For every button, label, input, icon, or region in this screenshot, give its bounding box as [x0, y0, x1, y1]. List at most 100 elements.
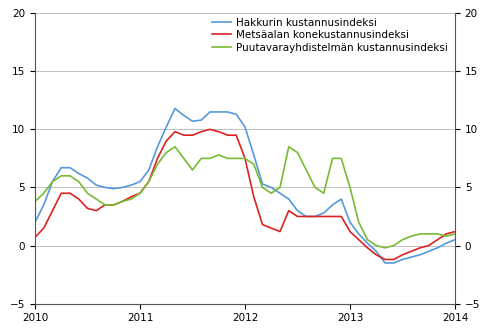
Puutavarayhdistelmän kustannusindeksi — [84, 191, 90, 195]
Hakkurin kustannusindeksi — [233, 112, 239, 116]
Hakkurin kustannusindeksi — [390, 261, 396, 265]
Puutavarayhdistelmän kustannusindeksi — [216, 153, 222, 157]
Puutavarayhdistelmän kustannusindeksi — [137, 191, 143, 195]
Puutavarayhdistelmän kustannusindeksi — [303, 168, 309, 172]
Puutavarayhdistelmän kustannusindeksi — [417, 232, 423, 236]
Puutavarayhdistelmän kustannusindeksi — [356, 220, 362, 224]
Metsäalan konekustannusindeksi — [163, 139, 169, 143]
Puutavarayhdistelmän kustannusindeksi — [233, 156, 239, 160]
Puutavarayhdistelmän kustannusindeksi — [434, 232, 440, 236]
Hakkurin kustannusindeksi — [76, 172, 82, 176]
Hakkurin kustannusindeksi — [338, 197, 344, 201]
Metsäalan konekustannusindeksi — [84, 206, 90, 210]
Metsäalan konekustannusindeksi — [286, 209, 292, 213]
Puutavarayhdistelmän kustannusindeksi — [41, 191, 47, 195]
Hakkurin kustannusindeksi — [198, 118, 204, 122]
Puutavarayhdistelmän kustannusindeksi — [426, 232, 432, 236]
Puutavarayhdistelmän kustannusindeksi — [93, 197, 99, 201]
Hakkurin kustannusindeksi — [207, 110, 213, 114]
Hakkurin kustannusindeksi — [216, 110, 222, 114]
Hakkurin kustannusindeksi — [286, 197, 292, 201]
Hakkurin kustannusindeksi — [320, 211, 326, 215]
Hakkurin kustannusindeksi — [32, 220, 38, 224]
Metsäalan konekustannusindeksi — [207, 127, 213, 131]
Metsäalan konekustannusindeksi — [110, 203, 116, 207]
Hakkurin kustannusindeksi — [154, 145, 160, 149]
Metsäalan konekustannusindeksi — [154, 156, 160, 160]
Metsäalan konekustannusindeksi — [277, 230, 283, 234]
Hakkurin kustannusindeksi — [452, 238, 458, 242]
Puutavarayhdistelmän kustannusindeksi — [50, 180, 56, 183]
Metsäalan konekustannusindeksi — [250, 195, 257, 199]
Metsäalan konekustannusindeksi — [390, 257, 396, 261]
Hakkurin kustannusindeksi — [163, 125, 169, 129]
Metsäalan konekustannusindeksi — [190, 133, 196, 137]
Puutavarayhdistelmän kustannusindeksi — [373, 244, 379, 248]
Hakkurin kustannusindeksi — [460, 244, 466, 248]
Metsäalan konekustannusindeksi — [32, 235, 38, 239]
Puutavarayhdistelmän kustannusindeksi — [338, 156, 344, 160]
Hakkurin kustannusindeksi — [190, 119, 196, 123]
Metsäalan konekustannusindeksi — [364, 246, 370, 250]
Puutavarayhdistelmän kustannusindeksi — [364, 238, 370, 242]
Legend: Hakkurin kustannusindeksi, Metsäalan konekustannusindeksi, Puutavarayhdistelmän : Hakkurin kustannusindeksi, Metsäalan kon… — [210, 16, 450, 55]
Puutavarayhdistelmän kustannusindeksi — [250, 162, 257, 166]
Hakkurin kustannusindeksi — [303, 214, 309, 218]
Hakkurin kustannusindeksi — [120, 185, 126, 189]
Puutavarayhdistelmän kustannusindeksi — [154, 162, 160, 166]
Hakkurin kustannusindeksi — [102, 185, 108, 189]
Metsäalan konekustannusindeksi — [320, 214, 326, 218]
Metsäalan konekustannusindeksi — [242, 156, 248, 160]
Hakkurin kustannusindeksi — [250, 153, 257, 157]
Hakkurin kustannusindeksi — [50, 180, 56, 183]
Hakkurin kustannusindeksi — [137, 180, 143, 183]
Hakkurin kustannusindeksi — [347, 220, 353, 224]
Metsäalan konekustannusindeksi — [224, 133, 230, 137]
Metsäalan konekustannusindeksi — [198, 130, 204, 134]
Puutavarayhdistelmän kustannusindeksi — [408, 234, 414, 238]
Hakkurin kustannusindeksi — [93, 183, 99, 187]
Metsäalan konekustannusindeksi — [356, 238, 362, 242]
Metsäalan konekustannusindeksi — [180, 133, 186, 137]
Puutavarayhdistelmän kustannusindeksi — [400, 238, 406, 242]
Hakkurin kustannusindeksi — [242, 125, 248, 129]
Puutavarayhdistelmän kustannusindeksi — [67, 174, 73, 178]
Metsäalan konekustannusindeksi — [373, 253, 379, 257]
Hakkurin kustannusindeksi — [84, 176, 90, 180]
Puutavarayhdistelmän kustannusindeksi — [312, 185, 318, 189]
Metsäalan konekustannusindeksi — [216, 130, 222, 134]
Line: Puutavarayhdistelmän kustannusindeksi: Puutavarayhdistelmän kustannusindeksi — [35, 147, 464, 248]
Puutavarayhdistelmän kustannusindeksi — [294, 150, 300, 154]
Puutavarayhdistelmän kustannusindeksi — [320, 191, 326, 195]
Puutavarayhdistelmän kustannusindeksi — [443, 234, 449, 238]
Puutavarayhdistelmän kustannusindeksi — [390, 244, 396, 248]
Puutavarayhdistelmän kustannusindeksi — [268, 191, 274, 195]
Puutavarayhdistelmän kustannusindeksi — [190, 168, 196, 172]
Hakkurin kustannusindeksi — [373, 249, 379, 253]
Metsäalan konekustannusindeksi — [76, 197, 82, 201]
Hakkurin kustannusindeksi — [224, 110, 230, 114]
Metsäalan konekustannusindeksi — [120, 199, 126, 203]
Hakkurin kustannusindeksi — [294, 209, 300, 213]
Hakkurin kustannusindeksi — [58, 166, 64, 170]
Puutavarayhdistelmän kustannusindeksi — [198, 156, 204, 160]
Metsäalan konekustannusindeksi — [312, 214, 318, 218]
Metsäalan konekustannusindeksi — [338, 214, 344, 218]
Metsäalan konekustannusindeksi — [172, 130, 178, 134]
Puutavarayhdistelmän kustannusindeksi — [32, 199, 38, 203]
Puutavarayhdistelmän kustannusindeksi — [207, 156, 213, 160]
Puutavarayhdistelmän kustannusindeksi — [146, 180, 152, 183]
Hakkurin kustannusindeksi — [110, 187, 116, 191]
Metsäalan konekustannusindeksi — [434, 238, 440, 242]
Hakkurin kustannusindeksi — [364, 241, 370, 245]
Puutavarayhdistelmän kustannusindeksi — [347, 185, 353, 189]
Puutavarayhdistelmän kustannusindeksi — [172, 145, 178, 149]
Line: Metsäalan konekustannusindeksi: Metsäalan konekustannusindeksi — [35, 129, 464, 259]
Metsäalan konekustannusindeksi — [128, 195, 134, 199]
Hakkurin kustannusindeksi — [417, 253, 423, 257]
Metsäalan konekustannusindeksi — [93, 209, 99, 213]
Hakkurin kustannusindeksi — [41, 203, 47, 207]
Metsäalan konekustannusindeksi — [382, 257, 388, 261]
Hakkurin kustannusindeksi — [426, 249, 432, 253]
Metsäalan konekustannusindeksi — [41, 226, 47, 230]
